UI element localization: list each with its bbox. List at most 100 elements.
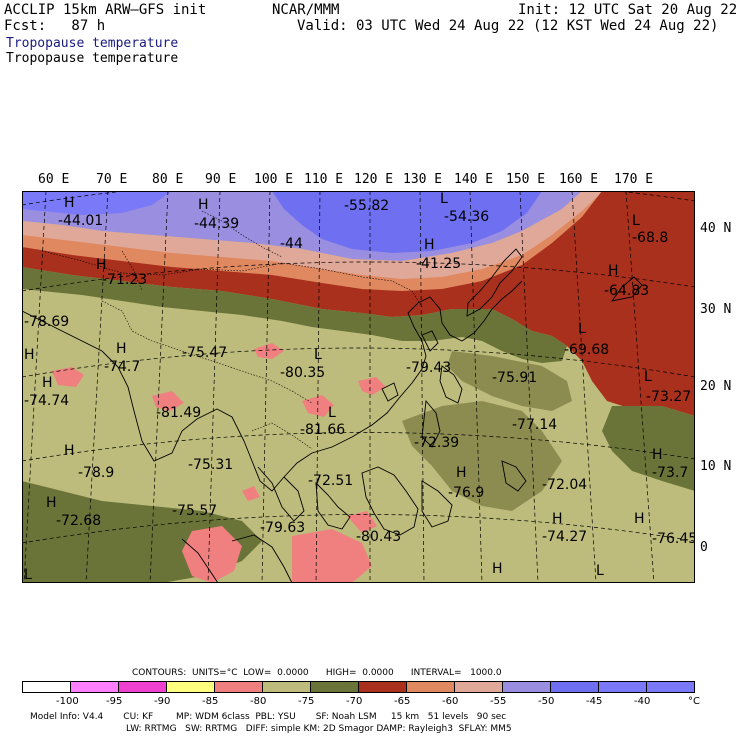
map-label: H: [424, 237, 435, 253]
map-label: H: [46, 495, 57, 511]
pink-spot: [152, 391, 184, 411]
valid-time: Valid: 03 UTC Wed 24 Aug 22 (12 KST Wed …: [297, 18, 719, 34]
legend-tick: -75: [298, 696, 315, 707]
map-label: L: [328, 405, 336, 421]
color-box: [262, 681, 311, 693]
map-label: -75.91: [492, 370, 537, 386]
lon-label: 80 E: [152, 172, 184, 187]
map-label: -76.45: [652, 531, 695, 547]
color-box: [598, 681, 647, 693]
model-title: ACCLIP 15km ARW–GFS init: [4, 2, 207, 18]
color-box: [358, 681, 407, 693]
map-label: -68.8: [632, 230, 668, 246]
map-label: L: [644, 369, 652, 385]
olive-dark-region: [22, 267, 567, 363]
coastlines: [22, 248, 643, 583]
map-label: -44: [280, 236, 303, 252]
lon-label: 130 E: [403, 172, 443, 187]
map-label: -44.39: [194, 216, 239, 232]
map-label: L: [314, 347, 322, 363]
legend-tick: -50: [538, 696, 555, 707]
map-label: H: [492, 561, 503, 577]
lat-label: 30 N: [700, 302, 732, 317]
legend-tick: -40: [634, 696, 651, 707]
map-label: -72.04: [542, 477, 587, 493]
legend-tick: -45: [586, 696, 603, 707]
lon-label: 140 E: [454, 172, 494, 187]
map-label: -74.74: [24, 393, 69, 409]
color-box: [646, 681, 695, 693]
pink-spot: [52, 367, 84, 387]
legend-tick: -60: [442, 696, 459, 707]
lon-label: 110 E: [304, 172, 344, 187]
map-label: -80.35: [280, 365, 325, 381]
legend-tick: -95: [106, 696, 123, 707]
olive-mid-east: [447, 351, 572, 411]
lon-label: 160 E: [559, 172, 599, 187]
center-name: NCAR/MMM: [272, 2, 340, 18]
tropopause-map: H -44.01 H -44.39 -55.82 L -54.36 -44 H …: [22, 191, 695, 583]
legend-tick: -70: [346, 696, 363, 707]
map-label: -72.39: [414, 435, 459, 451]
legend-tick: -100: [56, 696, 79, 707]
color-box: [70, 681, 119, 693]
map-label: H: [96, 257, 107, 273]
lat-label: 10 N: [700, 459, 732, 474]
color-box: [502, 681, 551, 693]
color-box: [310, 681, 359, 693]
map-label: L: [440, 191, 448, 207]
map-label: H: [652, 447, 663, 463]
lat-label: 0: [700, 540, 708, 555]
lon-label: 60 E: [38, 172, 70, 187]
map-label: H: [456, 465, 467, 481]
legend-tick: -90: [154, 696, 171, 707]
map-label: H: [42, 375, 53, 391]
borders: [41, 210, 423, 450]
blue-region-west: [22, 191, 172, 215]
map-label: H: [608, 263, 619, 279]
map-label: -77.14: [512, 417, 557, 433]
map-label: H: [552, 511, 563, 527]
map-label: -78.9: [78, 465, 114, 481]
pink-spot: [254, 343, 284, 359]
map-label: -79.43: [406, 360, 451, 376]
salmon-band: [22, 197, 607, 297]
map-label: -44.01: [58, 213, 103, 229]
pink-spot: [182, 526, 242, 583]
lon-label: 170 E: [614, 172, 654, 187]
lon-label: 100 E: [254, 172, 294, 187]
map-label: -78.69: [24, 314, 69, 330]
dark-red-band: [22, 191, 695, 416]
color-box: [166, 681, 215, 693]
olive-dark-east: [602, 406, 695, 491]
color-box: [550, 681, 599, 693]
map-label: -75.57: [172, 503, 217, 519]
map-label: L: [632, 213, 640, 229]
olive-mid-center: [402, 401, 562, 511]
map-label: -55.82: [344, 198, 389, 214]
map-label: H: [64, 195, 75, 211]
legend-tick: -65: [394, 696, 411, 707]
map-label: L: [578, 321, 586, 337]
blue-region: [272, 191, 542, 253]
pink-mauve-band: [22, 191, 602, 287]
map-label: H: [634, 511, 645, 527]
lon-label: 70 E: [96, 172, 128, 187]
color-box: [406, 681, 455, 693]
map-label: -73.7: [652, 465, 688, 481]
graticule: [22, 191, 695, 583]
pink-spot: [302, 395, 334, 417]
color-box: [118, 681, 167, 693]
map-label: H: [64, 443, 75, 459]
map-label: -72.68: [56, 513, 101, 529]
legend-tick: -80: [250, 696, 267, 707]
map-label: -81.66: [300, 422, 345, 438]
legend-tick: -55: [490, 696, 507, 707]
map-label: L: [24, 567, 32, 583]
pink-spot: [358, 377, 386, 395]
map-label: -54.36: [444, 209, 489, 225]
map-label: -80.43: [356, 529, 401, 545]
lat-label: 20 N: [700, 379, 732, 394]
map-label: -81.49: [156, 405, 201, 421]
map-label: L: [596, 563, 604, 579]
